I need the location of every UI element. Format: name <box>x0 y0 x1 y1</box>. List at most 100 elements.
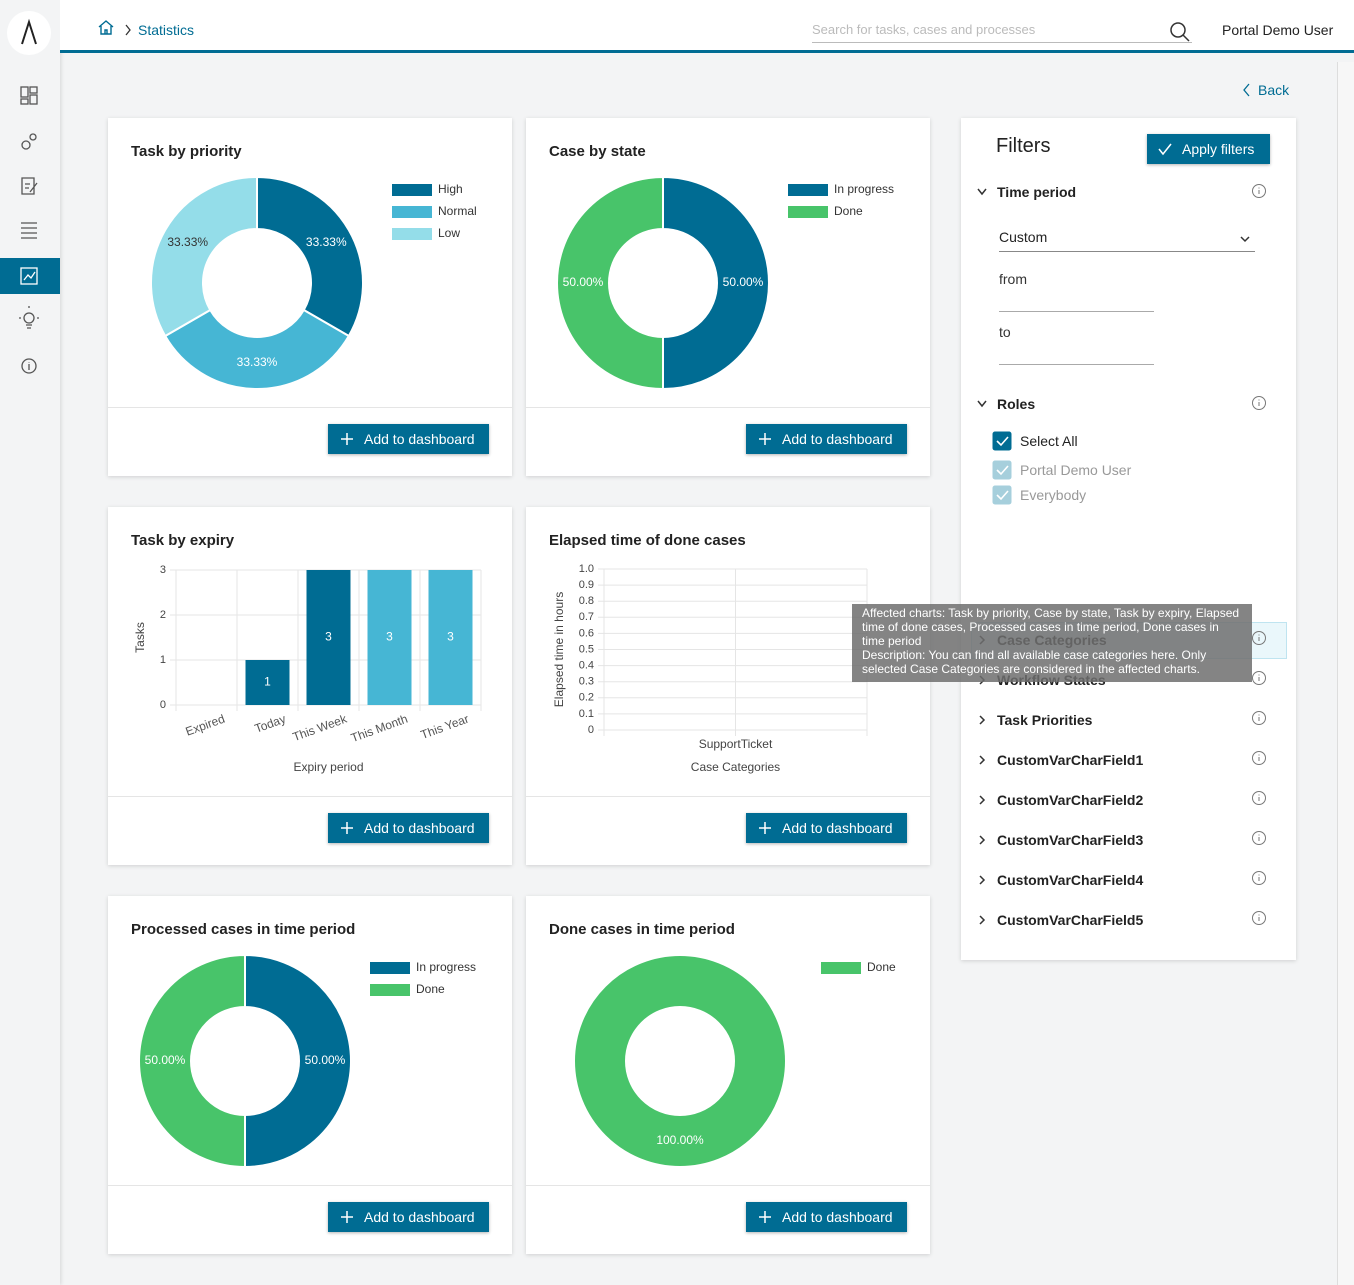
data-label: 3 <box>447 630 454 644</box>
check <box>1158 143 1172 156</box>
filter-section-label[interactable]: Task Priorities <box>997 712 1093 728</box>
divider <box>108 796 512 797</box>
button-label: Add to dashboard <box>364 820 475 836</box>
y-tick-label: 2 <box>160 609 166 621</box>
filter-section-label[interactable]: CustomVarCharField1 <box>997 752 1144 768</box>
x-axis-label: Case Categories <box>691 760 780 774</box>
data-label: 1 <box>264 675 271 689</box>
chart: 33.33% High 33.33% Normal 33.33% Low <box>150 175 477 390</box>
data-label: 50.00% <box>723 275 764 289</box>
divider <box>526 407 930 408</box>
add-to-dashboard-button[interactable]: Add to dashboard <box>746 813 907 843</box>
chart-card: Done cases in time period 100.00% Done Add … <box>526 896 930 1254</box>
user-name[interactable]: Portal Demo User <box>1222 22 1334 38</box>
add-to-dashboard-button[interactable]: Add to dashboard <box>746 1202 907 1232</box>
legend-swatch <box>392 206 432 218</box>
filter-section-label[interactable]: CustomVarCharField5 <box>997 912 1144 928</box>
legend-swatch <box>392 228 432 240</box>
y-axis-label: Tasks <box>133 622 147 653</box>
x-tick-label: SupportTicket <box>699 737 773 751</box>
chart-title: Done cases in time period <box>549 921 735 938</box>
role-option[interactable]: Select All <box>1020 433 1078 449</box>
active-menu-item[interactable] <box>0 258 60 294</box>
dashboard-icon[interactable] <box>20 86 38 105</box>
y-tick-label: 0.3 <box>579 676 594 688</box>
add-to-dashboard-button[interactable]: Add to dashboard <box>328 1202 489 1232</box>
tasks-icon[interactable] <box>21 177 38 195</box>
from-input[interactable]: from <box>999 271 1154 312</box>
pie-slice <box>573 954 787 1169</box>
add-to-dashboard-button[interactable]: Add to dashboard <box>746 424 907 454</box>
pie-slice <box>556 175 664 391</box>
expand-icon <box>979 755 986 765</box>
to-input[interactable]: to <box>999 324 1154 365</box>
filter-section-label[interactable]: Roles <box>997 396 1036 412</box>
info-icon <box>1252 871 1266 885</box>
filter-section-label[interactable]: Time period <box>997 184 1077 200</box>
expand-icon <box>979 835 986 845</box>
y-tick-label: 0.4 <box>579 660 594 672</box>
search-icon[interactable] <box>1168 20 1192 44</box>
data-label: 33.33% <box>306 235 347 249</box>
expand-icon <box>977 400 987 408</box>
y-axis-label: Elapsed time in hours <box>552 592 566 707</box>
home-icon[interactable] <box>98 20 114 35</box>
add-to-dashboard-button[interactable]: Add to dashboard <box>328 424 489 454</box>
y-tick-label: 1 <box>160 654 166 666</box>
role-option[interactable]: Everybody <box>1020 487 1087 503</box>
back-link[interactable]: Back <box>1258 82 1290 98</box>
logo-mark <box>21 18 37 45</box>
back-icon[interactable] <box>1240 80 1254 100</box>
y-tick-label: 1.0 <box>579 563 594 575</box>
divider <box>526 796 930 797</box>
scrollbar[interactable] <box>1337 62 1354 1285</box>
legend-swatch <box>788 206 828 218</box>
filter-section-label[interactable]: CustomVarCharField4 <box>997 872 1144 888</box>
top-bar <box>60 0 1354 53</box>
chart: 50.00% In progress 50.00% Done <box>556 175 894 391</box>
chart-title: Task by expiry <box>131 532 235 549</box>
breadcrumb-separator <box>125 24 131 36</box>
role-option[interactable]: Portal Demo User <box>1020 462 1132 478</box>
chart-card: Case by state 50.00% In progress 50.00% Done… <box>526 118 930 476</box>
processes-icon[interactable] <box>21 133 37 150</box>
bar <box>428 570 473 705</box>
button-label: Add to dashboard <box>364 431 475 447</box>
expand-icon <box>977 188 987 196</box>
about-icon[interactable] <box>21 358 37 374</box>
breadcrumb-icons <box>98 20 131 36</box>
chart-title: Task by priority <box>131 143 242 160</box>
apply-filters-button[interactable]: Apply filters <box>1147 134 1270 164</box>
time-period-select[interactable]: Custom <box>999 229 1255 252</box>
filter-icons <box>977 184 1266 925</box>
y-tick-label: 0.2 <box>579 692 594 704</box>
tooltip-affected: Affected charts: Task by priority, Case … <box>862 606 1240 648</box>
data-label: 50.00% <box>145 1053 186 1067</box>
logo[interactable] <box>7 11 51 55</box>
y-tick-label: 0 <box>588 724 594 736</box>
checkmark <box>996 436 1009 447</box>
breadcrumb[interactable]: Statistics <box>138 22 195 38</box>
checkbox <box>992 431 1012 451</box>
legend-label: In progress <box>416 960 476 974</box>
divider <box>108 407 512 408</box>
chart: 0 0.1 0.2 0.3 0.4 0.5 0.6 0.7 0.8 0.9 1.0 SupportTi… <box>552 563 868 774</box>
legend-label: Normal <box>438 204 477 218</box>
y-tick-label: 0.8 <box>579 595 594 607</box>
chart: 0 1 2 3 Expired 1 Today 3 This Week 3 This Month 3 T… <box>133 564 482 774</box>
bar <box>367 570 412 705</box>
tooltip-description: Description: You can find all available … <box>862 648 1207 676</box>
info-icon <box>1252 751 1266 765</box>
cases-icon[interactable] <box>21 222 37 239</box>
legend-swatch <box>370 962 410 974</box>
filter-section-label[interactable]: CustomVarCharField3 <box>997 832 1144 848</box>
add-to-dashboard-button[interactable]: Add to dashboard <box>328 813 489 843</box>
x-tick-label: Expired <box>184 712 227 739</box>
expand-icon <box>979 875 986 885</box>
legend-label: Done <box>416 982 445 996</box>
filter-section-label[interactable]: CustomVarCharField2 <box>997 792 1144 808</box>
ideas-icon[interactable] <box>19 306 39 329</box>
search-input[interactable]: Search for tasks, cases and processes <box>812 22 1192 43</box>
